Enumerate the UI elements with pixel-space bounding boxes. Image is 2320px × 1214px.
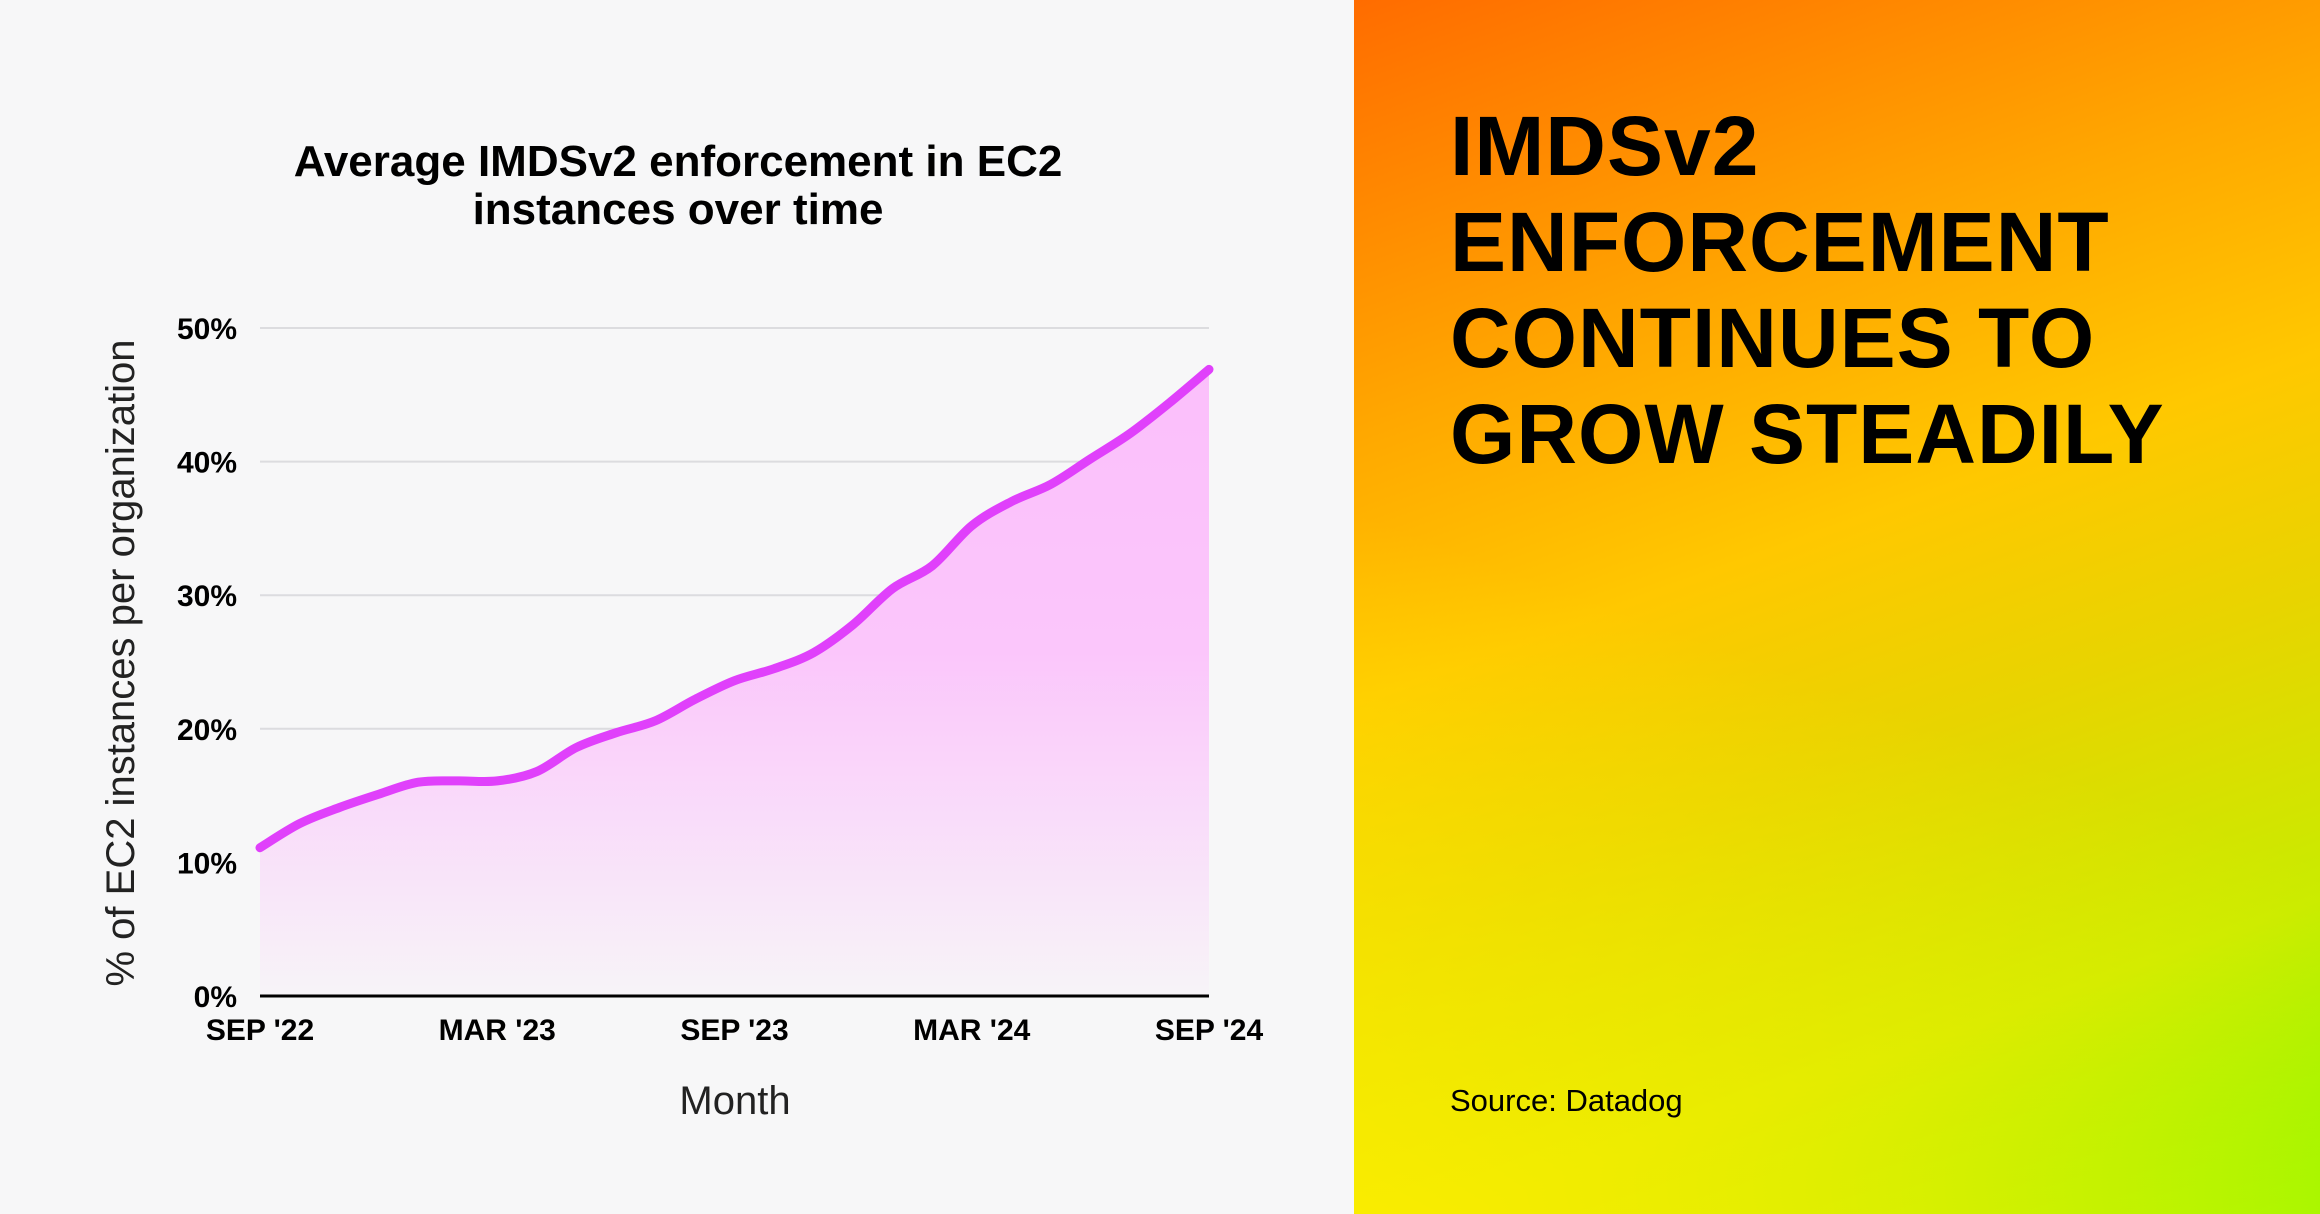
line-chart: Average IMDSv2 enforcement in EC2 instan… <box>99 137 1264 1123</box>
headline-line: ENFORCEMENT <box>1450 195 2110 289</box>
headline-line: IMDSv2 <box>1450 99 1760 193</box>
y-tick-label: 0% <box>194 981 237 1014</box>
source-note: Source: Datadog <box>1450 1083 1683 1118</box>
y-tick-label: 30% <box>177 580 237 613</box>
x-axis-label: Month <box>679 1079 790 1123</box>
y-axis-label: % of EC2 instances per organization <box>99 339 143 986</box>
y-tick-label: 50% <box>177 313 237 346</box>
x-tick-label: SEP '22 <box>206 1014 314 1047</box>
y-tick-label: 40% <box>177 447 237 480</box>
headline-line: GROW STEADILY <box>1450 387 2165 481</box>
headline: IMDSv2 ENFORCEMENT CONTINUES TO GROW STE… <box>1450 98 2165 482</box>
chart-panel: Average IMDSv2 enforcement in EC2 instan… <box>99 137 1264 1123</box>
x-tick-label: SEP '23 <box>680 1014 788 1047</box>
chart-title-line-1: Average IMDSv2 enforcement in EC2 <box>294 137 1063 186</box>
headline-line: CONTINUES TO <box>1450 291 2096 385</box>
chart-title-line-2: instances over time <box>473 185 884 234</box>
x-tick-label: MAR '23 <box>439 1014 556 1047</box>
series-line <box>255 364 1214 853</box>
x-tick-label: MAR '24 <box>913 1014 1030 1047</box>
y-tick-label: 10% <box>177 847 237 880</box>
y-tick-label: 20% <box>177 714 237 747</box>
x-tick-label: SEP '24 <box>1155 1014 1264 1047</box>
headline-panel: IMDSv2 ENFORCEMENT CONTINUES TO GROW STE… <box>1354 0 2320 1214</box>
